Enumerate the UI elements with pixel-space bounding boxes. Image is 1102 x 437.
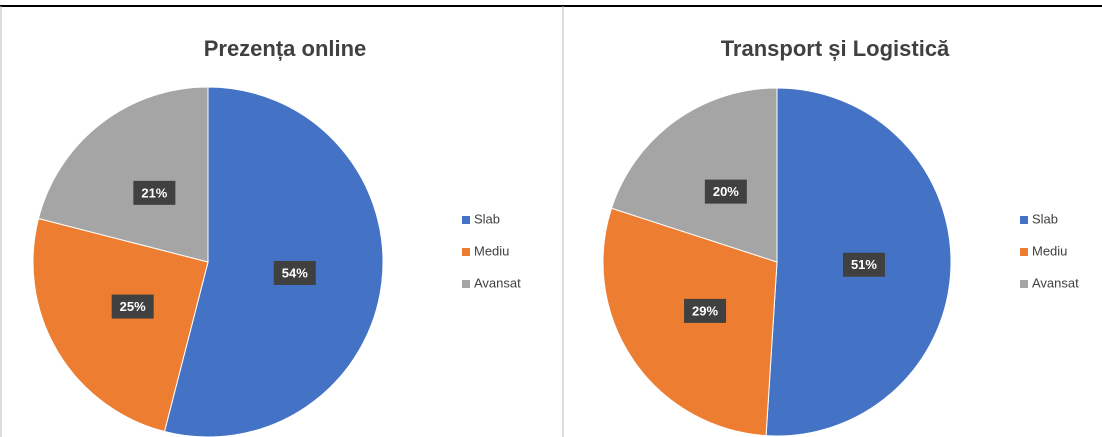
- data-label-box: [704, 179, 747, 204]
- data-label: 54%: [282, 265, 308, 280]
- data-label: 51%: [851, 257, 877, 272]
- chart-title: Prezența online: [204, 36, 367, 61]
- legend-swatch: [462, 248, 470, 256]
- legend-label: Mediu: [1032, 243, 1067, 258]
- chart-title: Transport și Logistică: [721, 36, 950, 61]
- pie-slice: [163, 86, 384, 437]
- legend-swatch: [462, 280, 470, 288]
- legend-label: Slab: [1032, 211, 1058, 226]
- pie-slice: [610, 87, 778, 263]
- legend-swatch: [1020, 216, 1028, 224]
- legend-label: Mediu: [474, 243, 509, 258]
- legend-label: Avansat: [474, 275, 521, 290]
- pie-slice: [37, 86, 209, 263]
- legend-swatch: [1020, 280, 1028, 288]
- data-label-box: [273, 260, 316, 285]
- data-label: 21%: [141, 185, 167, 200]
- data-label-box: [684, 298, 727, 323]
- legend-swatch: [462, 216, 470, 224]
- data-label-box: [133, 180, 176, 205]
- legend-label: Avansat: [1032, 275, 1079, 290]
- data-label-box: [842, 252, 885, 277]
- data-label-box: [111, 294, 154, 319]
- data-label: 20%: [713, 184, 739, 199]
- legend-swatch: [1020, 248, 1028, 256]
- legend-label: Slab: [474, 211, 500, 226]
- data-label: 25%: [120, 299, 146, 314]
- pie-slice: [32, 217, 209, 433]
- data-label: 29%: [692, 303, 718, 318]
